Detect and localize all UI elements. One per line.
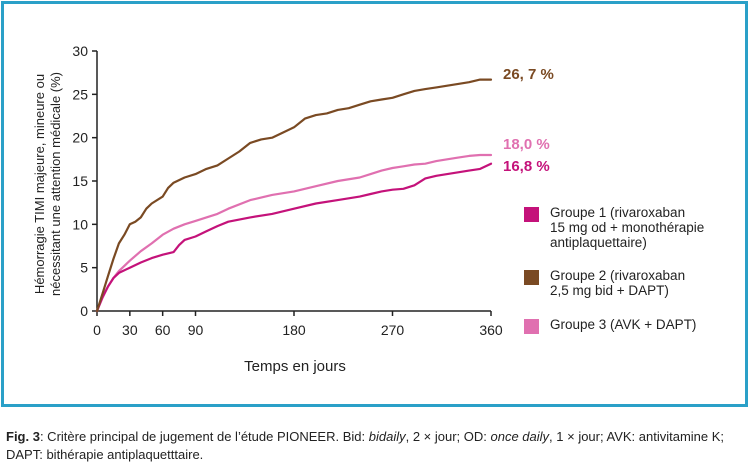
caption-bidaily: bidaily bbox=[368, 429, 406, 444]
legend-label-groupe-2: Groupe 2 (rivaroxaban 2,5 mg bid + DAPT) bbox=[550, 268, 686, 298]
figure-frame bbox=[1, 1, 748, 407]
y-tick-label: 5 bbox=[80, 260, 88, 276]
caption-text-3: , 1 × jour; AVK: antivitamine K; DAPT: b… bbox=[6, 429, 725, 462]
caption-text-1: : Critère principal de jugement de l’étu… bbox=[39, 429, 369, 444]
x-tick-label: 90 bbox=[188, 322, 204, 338]
legend-swatch-groupe-2 bbox=[524, 270, 539, 285]
series-line-groupe-3 bbox=[95, 153, 493, 313]
legend-label-groupe-3: Groupe 3 (AVK + DAPT) bbox=[550, 317, 697, 332]
legend-label-groupe-1: Groupe 1 (rivaroxaban 15 mg od + monothé… bbox=[550, 205, 705, 250]
series-line-groupe-2 bbox=[95, 78, 493, 313]
y-tick-label: 15 bbox=[72, 173, 88, 189]
end-label-groupe-3: 18,0 % bbox=[503, 136, 550, 153]
x-axis-label: Temps en jours bbox=[244, 358, 346, 375]
y-tick-label: 20 bbox=[72, 130, 88, 146]
end-label-groupe-1: 16,8 % bbox=[503, 158, 550, 175]
y-tick-label: 25 bbox=[72, 86, 88, 102]
legend-swatch-groupe-3 bbox=[524, 319, 539, 334]
x-tick-label: 180 bbox=[282, 322, 306, 338]
x-tick-label: 30 bbox=[122, 322, 138, 338]
series-line-groupe-1 bbox=[95, 162, 493, 313]
x-tick-label: 60 bbox=[155, 322, 171, 338]
caption-text-2: , 2 × jour; OD: bbox=[405, 429, 491, 444]
axes: 0 5 10 15 20 25 30 0 30 60 90 180 270 360 bbox=[72, 43, 502, 338]
y-axis-label: Hémorragie TIMI majeure, mineure ou néce… bbox=[32, 72, 63, 297]
end-label-groupe-2: 26, 7 % bbox=[503, 66, 554, 83]
x-tick-label: 0 bbox=[93, 322, 101, 338]
figure-caption: Fig. 3: Critère principal de jugement de… bbox=[6, 428, 750, 464]
legend-swatch-groupe-1 bbox=[524, 207, 539, 222]
caption-oncedaily: once daily bbox=[490, 429, 550, 444]
chart-canvas: 0 5 10 15 20 25 30 0 30 60 90 180 270 360 bbox=[72, 43, 502, 338]
y-tick-label: 0 bbox=[80, 303, 88, 319]
x-tick-label: 360 bbox=[479, 322, 503, 338]
y-tick-label: 30 bbox=[72, 43, 88, 59]
series-lines bbox=[95, 78, 493, 313]
y-tick-label: 10 bbox=[72, 216, 88, 232]
x-tick-label: 270 bbox=[381, 322, 405, 338]
caption-label: Fig. 3 bbox=[6, 429, 40, 444]
